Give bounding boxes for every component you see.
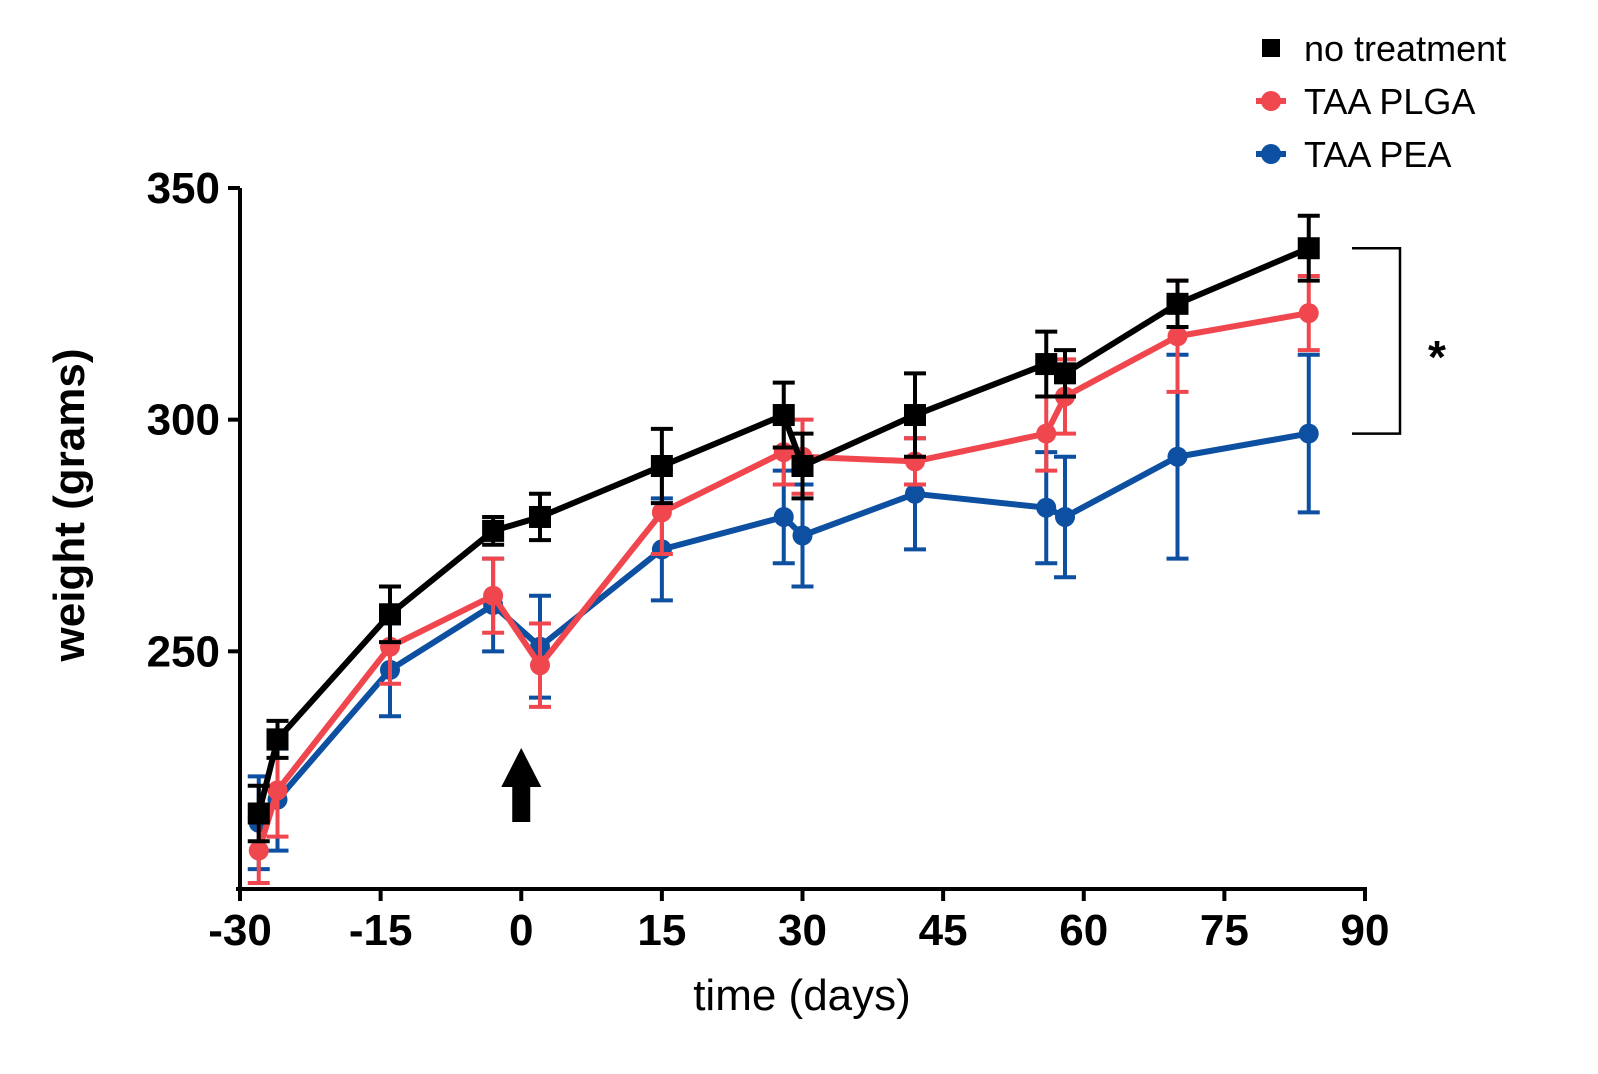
y-axis-title: weight (grams) [45,349,94,663]
x-tick-label: 90 [1341,906,1390,955]
data-point [267,780,288,801]
data-point [792,525,813,546]
data-point [650,455,673,477]
data-point [1036,423,1057,444]
data-point [905,483,925,504]
data-point [1166,292,1189,315]
x-tick-label: 45 [919,906,968,955]
data-point [483,585,504,606]
series-no-treatment [247,213,1320,844]
data-point [904,404,926,427]
data-point [248,840,269,861]
legend-item: no treatment [1262,28,1506,69]
x-tick-label: 75 [1200,906,1249,955]
data-point [530,655,550,676]
x-tick-label: 15 [637,906,686,955]
data-point [772,404,795,427]
series-taa-plga [247,274,1320,885]
up-arrow-marker [501,748,542,822]
x-tick-label: 0 [509,906,533,955]
x-tick-label: -30 [208,906,272,955]
data-point [247,802,270,825]
data-point [1167,446,1188,467]
x-tick-label: 30 [778,906,827,955]
legend-item: TAA PEA [1256,134,1451,175]
legend-item: TAA PLGA [1256,81,1475,122]
significance-star: * [1428,331,1446,383]
data-point [773,506,794,527]
legend-marker-circle [1261,144,1281,164]
data-point [651,502,672,523]
legend-label: no treatment [1304,28,1506,69]
data-point [1167,326,1188,347]
significance-bracket [1352,246,1402,435]
legend-label: TAA PLGA [1304,81,1475,122]
data-point [379,603,401,626]
legend-marker-square [1262,39,1280,57]
data-point [1298,303,1319,324]
y-tick-label: 350 [147,164,220,213]
data-point [482,519,505,542]
y-tick-label: 250 [147,627,220,676]
data-point [1297,237,1320,260]
data-point [1055,506,1075,527]
data-point [1035,353,1058,376]
legend-marker-circle [1261,91,1281,111]
data-point [1036,497,1057,518]
x-tick-label: 60 [1059,906,1108,955]
data-point [266,728,289,751]
x-axis-title: time (days) [693,971,911,1020]
y-tick-label: 300 [147,396,220,445]
x-tick-label: -15 [349,906,413,955]
data-point [1054,362,1076,385]
data-point [1298,423,1319,444]
data-point [791,455,814,477]
legend-label: TAA PEA [1304,134,1451,175]
data-point [529,505,551,528]
